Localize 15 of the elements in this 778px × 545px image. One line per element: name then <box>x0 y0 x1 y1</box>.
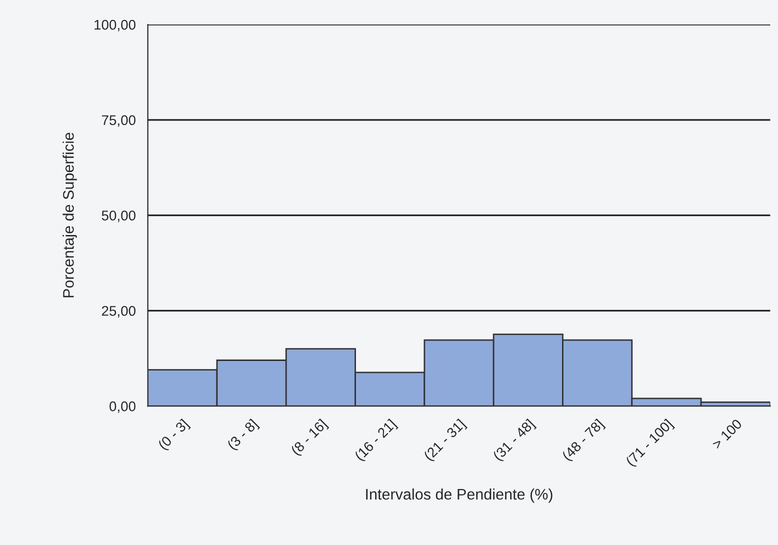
y-axis-title: Porcentaje de Superficie <box>62 132 77 298</box>
x-axis-title: Intervalos de Pendiente (%) <box>366 488 552 503</box>
x-tick-label: (8 - 16] <box>290 418 330 458</box>
x-tick-label: (16 - 21] <box>354 418 398 463</box>
y-tick-label: 50,00 <box>102 210 136 222</box>
x-tick-label: (48 - 78] <box>561 418 606 463</box>
y-tick-label: 25,00 <box>102 306 136 318</box>
y-tick-label: 75,00 <box>102 115 136 127</box>
x-tick-label: (21 - 31] <box>423 418 468 463</box>
x-tick-label: > 100 <box>712 418 742 450</box>
x-tick-label: (31 - 48] <box>492 418 537 463</box>
x-tick-label: (3 - 8] <box>226 418 260 452</box>
y-tick-label: 0,00 <box>110 401 136 413</box>
y-tick-label: 100,00 <box>94 20 136 32</box>
x-tick-label: (0 - 3] <box>157 418 191 452</box>
